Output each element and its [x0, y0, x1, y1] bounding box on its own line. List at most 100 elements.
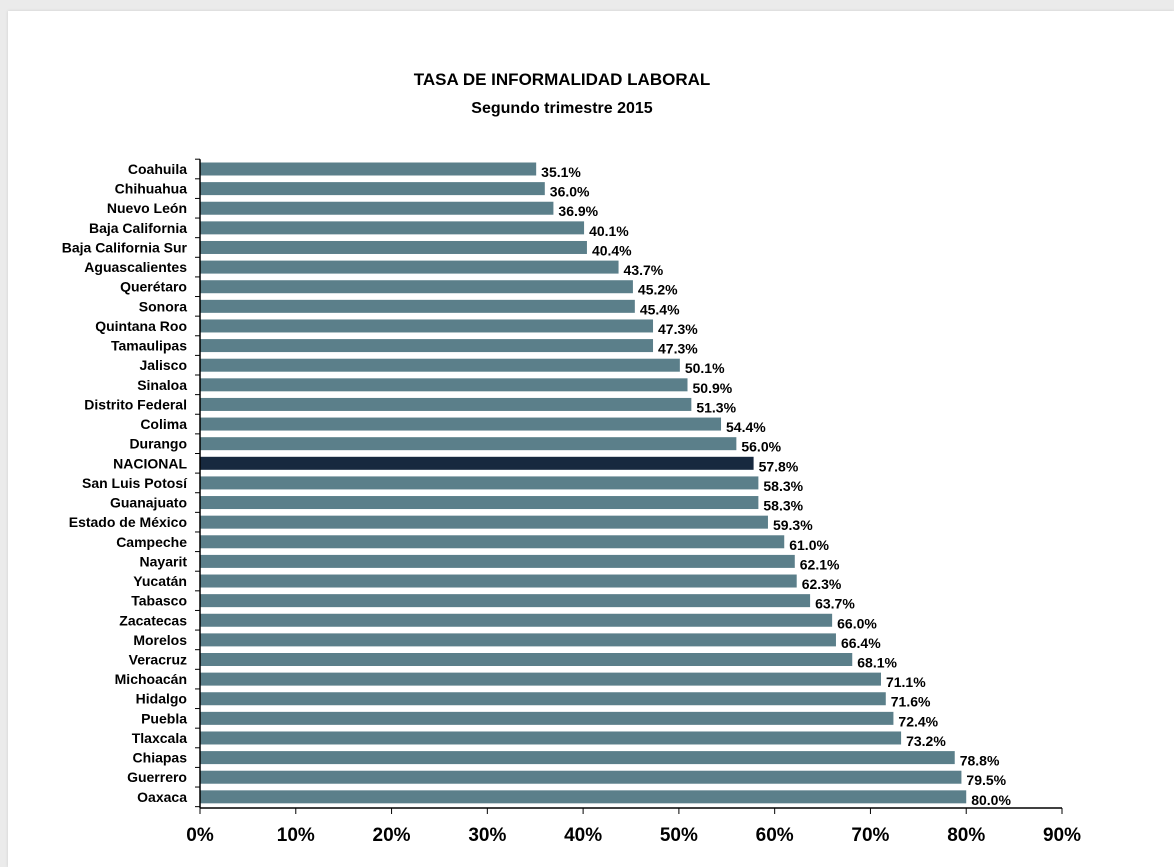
bar-aguascalientes	[200, 260, 619, 274]
bar-hidalgo	[200, 692, 886, 706]
category-label-distrito-federal: Distrito Federal	[84, 396, 187, 412]
category-label-estado-de-mexico: Estado de México	[69, 514, 187, 530]
value-label-michoacan: 71.1%	[886, 674, 926, 690]
bar-sonora	[200, 299, 635, 313]
value-label-queretaro: 45.2%	[638, 282, 678, 298]
bar-chart: TASA DE INFORMALIDAD LABORAL Segundo tri…	[62, 70, 1081, 846]
category-label-baja-california-sur: Baja California Sur	[62, 239, 188, 255]
bar-campeche	[200, 535, 785, 549]
bar-oaxaca	[200, 790, 967, 804]
category-label-tabasco: Tabasco	[131, 593, 187, 609]
category-label-tlaxcala: Tlaxcala	[132, 730, 187, 746]
bar-durango	[200, 437, 737, 451]
value-label-yucatan: 62.3%	[802, 576, 842, 592]
category-label-queretaro: Querétaro	[120, 279, 187, 295]
value-label-aguascalientes: 43.7%	[624, 262, 664, 278]
bar-puebla	[200, 711, 894, 725]
x-tick-label: 60%	[756, 825, 794, 846]
x-tick-label: 10%	[277, 825, 315, 846]
bar-chiapas	[200, 751, 955, 765]
bar-chihuahua	[200, 182, 545, 196]
category-label-guerrero: Guerrero	[127, 769, 187, 785]
category-label-nayarit: Nayarit	[140, 553, 188, 569]
value-label-tabasco: 63.7%	[815, 596, 855, 612]
chart-subtitle: Segundo trimestre 2015	[471, 100, 653, 117]
x-tick-label: 70%	[851, 825, 889, 846]
category-label-tamaulipas: Tamaulipas	[111, 338, 187, 354]
category-label-yucatan: Yucatán	[133, 573, 187, 589]
bar-morelos	[200, 633, 836, 647]
value-label-oaxaca: 80.0%	[971, 792, 1011, 808]
bar-baja-california-sur	[200, 240, 587, 254]
category-label-colima: Colima	[140, 416, 187, 432]
value-label-durango: 56.0%	[741, 439, 781, 455]
category-label-chiapas: Chiapas	[133, 750, 188, 766]
bar-baja-california	[200, 221, 585, 235]
value-label-coahuila: 35.1%	[541, 164, 581, 180]
value-label-tamaulipas: 47.3%	[658, 341, 698, 357]
category-label-oaxaca: Oaxaca	[137, 789, 187, 805]
category-label-hidalgo: Hidalgo	[136, 691, 187, 707]
value-label-nacional: 57.8%	[759, 458, 799, 474]
value-label-guanajuato: 58.3%	[763, 498, 803, 514]
bar-tabasco	[200, 594, 811, 608]
value-label-hidalgo: 71.6%	[891, 694, 931, 710]
bar-nacional	[200, 456, 754, 470]
category-label-puebla: Puebla	[141, 710, 187, 726]
x-tick-label: 90%	[1043, 825, 1081, 846]
category-label-morelos: Morelos	[133, 632, 187, 648]
category-label-baja-california: Baja California	[89, 220, 187, 236]
value-label-campeche: 61.0%	[789, 537, 829, 553]
category-label-aguascalientes: Aguascalientes	[84, 259, 187, 275]
x-tick-label: 50%	[660, 825, 698, 846]
value-label-distrito-federal: 51.3%	[696, 399, 736, 415]
category-label-jalisco: Jalisco	[140, 357, 187, 373]
value-label-nuevo-leon: 36.9%	[558, 203, 598, 219]
bar-tlaxcala	[200, 731, 902, 745]
value-label-sinaloa: 50.9%	[693, 380, 733, 396]
bar-zacatecas	[200, 613, 833, 627]
category-label-guanajuato: Guanajuato	[110, 495, 187, 511]
value-label-baja-california-sur: 40.4%	[592, 242, 632, 258]
value-label-tlaxcala: 73.2%	[906, 733, 946, 749]
value-label-jalisco: 50.1%	[685, 360, 725, 376]
bar-tamaulipas	[200, 339, 654, 353]
bar-coahuila	[200, 162, 537, 176]
category-label-san-luis-potosi: San Luis Potosí	[82, 475, 188, 491]
value-label-chiapas: 78.8%	[960, 753, 1000, 769]
value-label-estado-de-mexico: 59.3%	[773, 517, 813, 533]
value-label-guerrero: 79.5%	[966, 772, 1006, 788]
bar-sinaloa	[200, 378, 688, 392]
chart-card: TASA DE INFORMALIDAD LABORAL Segundo tri…	[8, 11, 1174, 867]
x-tick-label: 40%	[564, 825, 602, 846]
value-label-sonora: 45.4%	[640, 301, 680, 317]
category-label-durango: Durango	[129, 436, 187, 452]
category-label-nuevo-leon: Nuevo León	[107, 200, 187, 216]
value-label-nayarit: 62.1%	[800, 556, 840, 572]
bar-colima	[200, 417, 722, 431]
value-label-puebla: 72.4%	[898, 713, 938, 729]
bar-san-luis-potosi	[200, 476, 759, 490]
value-label-quintana-roo: 47.3%	[658, 321, 698, 337]
category-label-campeche: Campeche	[116, 534, 187, 550]
x-tick-label: 20%	[373, 825, 411, 846]
bar-michoacan	[200, 672, 881, 686]
value-label-veracruz: 68.1%	[857, 655, 897, 671]
category-label-coahuila: Coahuila	[128, 161, 187, 177]
value-label-zacatecas: 66.0%	[837, 615, 877, 631]
bar-quintana-roo	[200, 319, 654, 333]
chart-title: TASA DE INFORMALIDAD LABORAL	[414, 70, 711, 89]
value-labels-group: 35.1% 36.0% 36.9% 40.1% 40.4% 43.7% 45.2% 45.4%…	[541, 164, 1011, 808]
bar-guerrero	[200, 770, 962, 784]
category-label-sonora: Sonora	[139, 298, 187, 314]
bar-distrito-federal	[200, 397, 692, 411]
category-label-nacional: NACIONAL	[113, 455, 187, 471]
value-label-baja-california: 40.1%	[589, 223, 629, 239]
bar-nuevo-leon	[200, 201, 554, 215]
category-labels-group: Coahuila Chihuahua Nuevo León Baja Californ…	[62, 161, 188, 805]
value-label-colima: 54.4%	[726, 419, 766, 435]
x-tick-label: 0%	[186, 825, 214, 846]
category-label-veracruz: Veracruz	[129, 652, 187, 668]
value-label-san-luis-potosi: 58.3%	[763, 478, 803, 494]
bar-yucatan	[200, 574, 797, 588]
